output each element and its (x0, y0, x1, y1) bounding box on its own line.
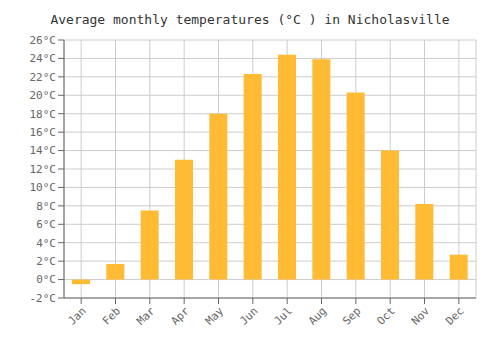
html-text:Average monthly temperatures (: Average monthly temperatures (°C ) in Ni… (50, 12, 450, 27)
svg-text:Jan: Jan (66, 304, 89, 327)
svg-text:16°C: 16°C (30, 126, 57, 139)
svg-text:May: May (203, 304, 227, 328)
svg-text:24°C: 24°C (30, 52, 57, 65)
svg-text:0°C: 0°C (36, 273, 56, 286)
svg-text:Sep: Sep (340, 304, 363, 327)
svg-text:2°C: 2°C (36, 255, 56, 268)
svg-text:20°C: 20°C (30, 89, 57, 102)
svg-text:10°C: 10°C (30, 181, 57, 194)
svg-text:Nov: Nov (409, 304, 433, 328)
svg-text:Oct: Oct (375, 304, 398, 327)
svg-text:Aug: Aug (306, 304, 329, 327)
svg-text:Mar: Mar (134, 304, 158, 328)
svg-text:12°C: 12°C (30, 163, 57, 176)
svg-text:18°C: 18°C (30, 108, 57, 121)
svg-text:8°C: 8°C (36, 200, 56, 213)
svg-text:26°C: 26°C (30, 34, 57, 47)
svg-text:Apr: Apr (169, 304, 193, 328)
svg-text:14°C: 14°C (30, 144, 57, 157)
svg-text:Feb: Feb (100, 304, 123, 327)
svg-text:6°C: 6°C (36, 218, 56, 231)
svg-text:22°C: 22°C (30, 71, 57, 84)
svg-text:Jun: Jun (237, 304, 260, 327)
svg-text:Jul: Jul (272, 304, 295, 327)
svg-text:4°C: 4°C (36, 237, 56, 250)
svg-text:Dec: Dec (443, 304, 466, 327)
svg-text:-2°C: -2°C (30, 292, 57, 305)
